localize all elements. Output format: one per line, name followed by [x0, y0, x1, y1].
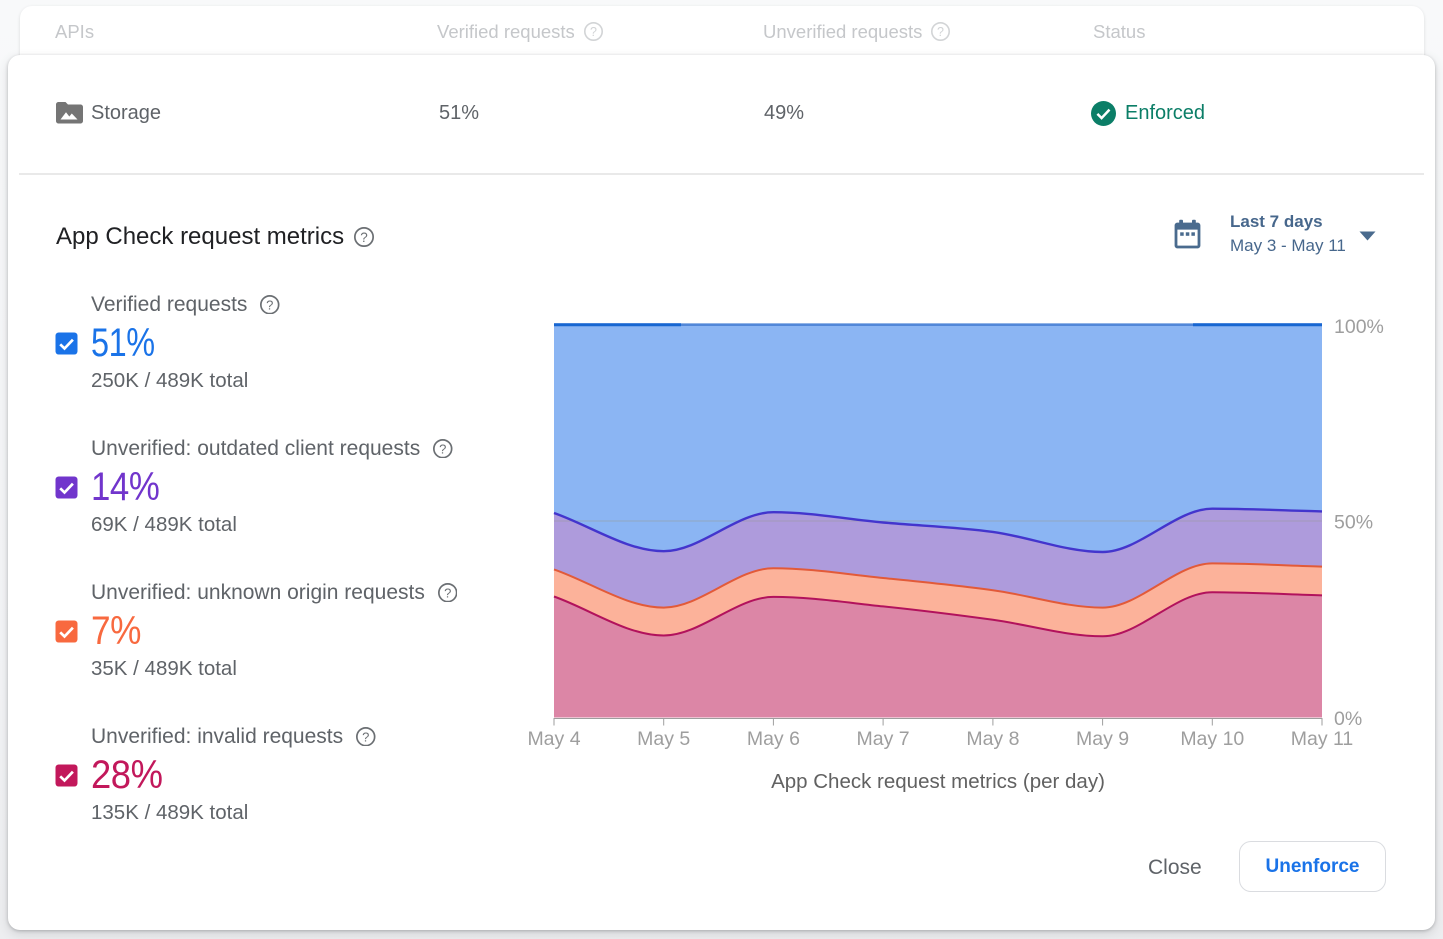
svg-text:May 7: May 7: [857, 728, 910, 750]
svg-text:May 9: May 9: [1076, 728, 1129, 750]
svg-text:50%: 50%: [1334, 512, 1373, 534]
svg-text:May 8: May 8: [966, 728, 1019, 750]
svg-text:?: ?: [362, 729, 369, 744]
svg-text:?: ?: [444, 585, 451, 600]
svg-text:May 4: May 4: [527, 728, 580, 750]
svg-text:May 6: May 6: [747, 728, 800, 750]
svg-text:?: ?: [267, 297, 274, 312]
svg-text:100%: 100%: [1334, 316, 1384, 338]
svg-text:May 11: May 11: [1291, 728, 1354, 750]
svg-text:May 10: May 10: [1180, 728, 1244, 750]
svg-text:?: ?: [360, 229, 368, 244]
svg-text:?: ?: [937, 25, 944, 39]
svg-text:May 5: May 5: [637, 728, 690, 750]
svg-text:?: ?: [439, 441, 446, 456]
svg-text:0%: 0%: [1334, 708, 1362, 730]
svg-text:?: ?: [590, 25, 597, 39]
